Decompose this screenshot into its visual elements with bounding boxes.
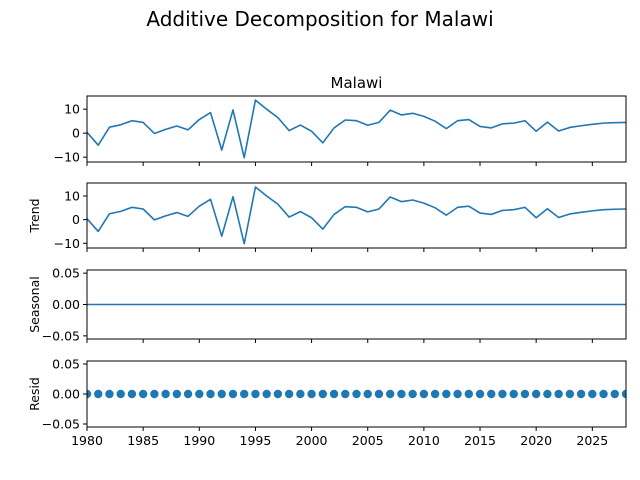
resid-point [498, 389, 507, 399]
resid-point [217, 389, 226, 399]
resid-point [150, 389, 159, 399]
x-tick-label: 1990 [183, 433, 215, 448]
resid-point [419, 389, 429, 399]
x-tick-label: 1985 [127, 433, 159, 448]
series-line-observed [87, 99, 626, 159]
resid-point [487, 389, 496, 399]
axes-frame-trend [86, 182, 627, 249]
resid-point [284, 389, 294, 399]
x-tick-label: 2000 [296, 433, 328, 448]
panels-group: Malawi−10010Trend−10010Seasonal−0.050.00… [27, 74, 627, 448]
resid-point [138, 389, 148, 399]
y-tick-label: 0.00 [52, 387, 80, 402]
resid-point [599, 389, 608, 399]
resid-point [251, 389, 260, 399]
y-tick-label: 0.05 [52, 266, 80, 281]
resid-point [94, 389, 103, 399]
resid-point [195, 389, 204, 399]
resid-point [576, 389, 586, 399]
resid-point [228, 389, 238, 399]
panel-observed: Malawi −10 0 10 [54, 74, 627, 166]
x-tick-label: 2005 [352, 433, 384, 448]
axes-frame-seasonal [86, 269, 627, 340]
x-tick-label: 1980 [71, 433, 103, 448]
resid-point [397, 389, 406, 399]
resid-point [610, 389, 619, 399]
x-tick-label: 2020 [520, 433, 552, 448]
y-axis-label-seasonal: Seasonal [27, 276, 42, 333]
resid-point [262, 389, 271, 399]
resid-point [172, 389, 182, 399]
y-tick-label: −0.05 [42, 417, 80, 432]
series-observed [87, 99, 626, 159]
resid-point [352, 389, 361, 399]
y-tick-label: 0.00 [52, 297, 80, 312]
series-resid [87, 389, 626, 399]
resid-point [442, 389, 451, 399]
panel-seasonal: Seasonal−0.05 0.00 0.05 [27, 266, 627, 343]
x-tick-label: 2025 [576, 433, 608, 448]
y-tick-label: −10 [54, 236, 80, 251]
resid-point [475, 389, 485, 399]
resid-point [273, 389, 283, 399]
resid-point [565, 389, 575, 399]
y-axis-label-trend: Trend [27, 198, 42, 233]
series-line-trend [87, 186, 626, 245]
x-tick-label: 2015 [464, 433, 496, 448]
resid-point [430, 389, 440, 399]
resid-point [341, 389, 350, 399]
resid-point [296, 389, 305, 399]
resid-point [363, 389, 372, 399]
resid-point [240, 389, 249, 399]
resid-point [329, 389, 339, 399]
resid-point [161, 389, 170, 399]
y-tick-label: 10 [64, 102, 80, 117]
y-tick-label: −0.05 [42, 328, 80, 343]
resid-point [127, 389, 137, 399]
resid-point [543, 389, 552, 399]
y-tick-label: 10 [64, 189, 80, 204]
x-tick-label: 1995 [240, 433, 272, 448]
panel-title-observed: Malawi [331, 74, 383, 92]
resid-point [385, 389, 395, 399]
axes-frame-resid [86, 360, 627, 428]
resid-point [520, 389, 530, 399]
y-tick-label: 0 [72, 212, 80, 227]
resid-point [408, 389, 417, 399]
axes-frame-observed [86, 95, 627, 163]
resid-point [105, 389, 114, 399]
resid-point [116, 389, 125, 399]
resid-point [464, 389, 473, 399]
resid-point [87, 389, 92, 399]
panel-trend: Trend −10 0 10 [27, 182, 627, 252]
resid-point [554, 389, 563, 399]
resid-point [588, 389, 597, 399]
y-axis-label-resid: Resid [27, 377, 42, 411]
panel-resid: Resid−0.05 0.00 0.05 1980 1985 1990 1995 2000 20… [27, 357, 627, 448]
resid-point [183, 389, 193, 399]
figure-title: Additive Decomposition for Malawi [146, 7, 493, 31]
series-trend [87, 186, 626, 245]
resid-point [374, 389, 384, 399]
resid-point [453, 389, 462, 399]
resid-point [206, 389, 215, 399]
y-tick-label: 0.05 [52, 357, 80, 372]
resid-point [307, 389, 316, 399]
resid-point [509, 389, 518, 399]
x-tick-label: 2010 [408, 433, 440, 448]
y-tick-label: −10 [54, 150, 80, 165]
resid-point [621, 389, 626, 399]
resid-point [531, 389, 541, 399]
resid-point [318, 389, 328, 399]
y-tick-label: 0 [72, 126, 80, 141]
